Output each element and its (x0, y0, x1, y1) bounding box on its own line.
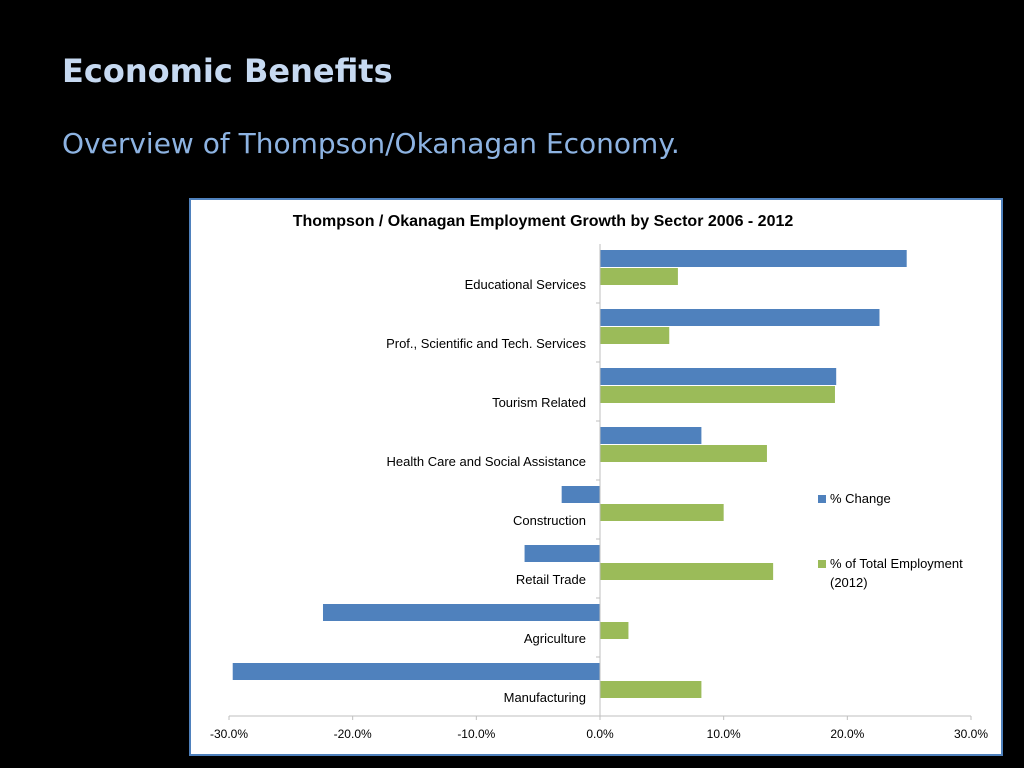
x-tick-label: -10.0% (457, 727, 495, 741)
category-label: Prof., Scientific and Tech. Services (386, 336, 586, 351)
x-tick-label: -20.0% (334, 727, 372, 741)
legend-label-employment: % of Total Employment (2012) (830, 556, 963, 590)
category-label: Agriculture (524, 631, 586, 646)
x-tick-label: 0.0% (586, 727, 614, 741)
category-label: Retail Trade (516, 572, 586, 587)
x-tick-label: 20.0% (830, 727, 864, 741)
category-label: Tourism Related (492, 395, 586, 410)
bar-change-3 (600, 427, 702, 444)
bar-change-0 (600, 250, 907, 267)
bar-employment-4 (600, 504, 724, 521)
category-label: Educational Services (465, 277, 587, 292)
bar-change-2 (600, 368, 837, 385)
x-tick-label: -30.0% (210, 727, 248, 741)
bar-change-7 (232, 663, 600, 680)
x-tick-label: 30.0% (954, 727, 988, 741)
slide-subtitle: Overview of Thompson/Okanagan Economy. (62, 127, 680, 160)
category-label: Construction (513, 513, 586, 528)
bar-change-1 (600, 309, 880, 326)
bar-employment-6 (600, 622, 629, 639)
x-tick-label: 10.0% (707, 727, 741, 741)
chart-container: Thompson / Okanagan Employment Growth by… (189, 198, 1003, 756)
legend-swatch-employment (818, 560, 826, 568)
bar-change-5 (524, 545, 600, 562)
bar-employment-1 (600, 327, 670, 344)
legend-label-change: % Change (830, 491, 891, 506)
bar-employment-5 (600, 563, 774, 580)
slide-title: Economic Benefits (62, 52, 393, 90)
bar-employment-2 (600, 386, 835, 403)
bar-employment-0 (600, 268, 678, 285)
bar-change-4 (561, 486, 600, 503)
bar-chart: Thompson / Okanagan Employment Growth by… (210, 213, 988, 741)
chart-title: Thompson / Okanagan Employment Growth by… (293, 213, 794, 230)
bar-employment-7 (600, 681, 702, 698)
category-label: Manufacturing (504, 690, 586, 705)
bar-employment-3 (600, 445, 767, 462)
legend-swatch-change (818, 495, 826, 503)
bar-change-6 (322, 604, 600, 621)
category-label: Health Care and Social Assistance (387, 454, 586, 469)
